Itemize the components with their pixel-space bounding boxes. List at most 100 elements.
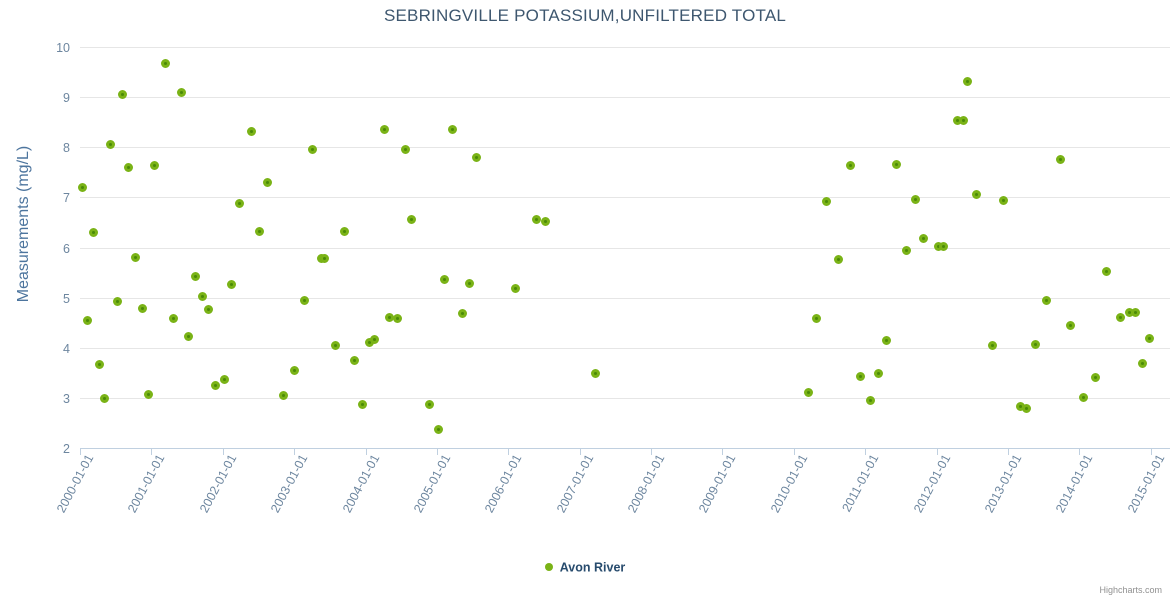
data-point[interactable]	[89, 228, 99, 238]
y-axis-tick-label: 2	[63, 442, 70, 456]
data-point[interactable]	[137, 303, 147, 313]
data-point[interactable]	[246, 126, 256, 136]
data-point[interactable]	[963, 77, 973, 87]
data-point[interactable]	[1090, 372, 1100, 382]
data-point[interactable]	[439, 275, 449, 285]
data-point[interactable]	[425, 399, 435, 409]
data-point[interactable]	[339, 227, 349, 237]
data-point[interactable]	[919, 233, 929, 243]
data-point[interactable]	[211, 381, 221, 391]
data-point[interactable]	[161, 59, 171, 69]
data-point[interactable]	[331, 341, 341, 351]
data-point[interactable]	[100, 394, 110, 404]
data-point[interactable]	[1079, 393, 1089, 403]
data-point[interactable]	[369, 335, 379, 345]
data-point[interactable]	[191, 272, 201, 282]
data-point[interactable]	[144, 390, 154, 400]
data-point[interactable]	[131, 253, 141, 263]
data-point[interactable]	[203, 304, 213, 314]
data-point[interactable]	[226, 279, 236, 289]
data-point[interactable]	[910, 195, 920, 205]
data-point[interactable]	[263, 177, 273, 187]
data-point[interactable]	[1042, 295, 1051, 305]
gridline	[80, 97, 1170, 99]
data-point[interactable]	[855, 372, 865, 382]
data-point[interactable]	[939, 241, 949, 251]
data-point[interactable]	[219, 374, 229, 384]
data-point[interactable]	[1022, 403, 1032, 413]
y-axis-tick: 10	[0, 39, 70, 57]
data-point[interactable]	[94, 360, 104, 370]
data-point[interactable]	[112, 297, 122, 307]
legend-marker-icon	[544, 562, 553, 571]
data-point[interactable]	[803, 387, 813, 397]
data-point[interactable]	[235, 199, 245, 209]
data-point[interactable]	[320, 254, 330, 264]
data-point[interactable]	[833, 254, 843, 264]
x-axis-tick-label: 2007-01-01	[553, 452, 597, 516]
data-point[interactable]	[882, 335, 892, 345]
data-point[interactable]	[349, 356, 359, 366]
data-point[interactable]	[118, 90, 128, 100]
data-point[interactable]	[176, 88, 186, 98]
data-point[interactable]	[308, 145, 318, 155]
data-point[interactable]	[465, 278, 475, 288]
data-point[interactable]	[169, 313, 178, 323]
data-point[interactable]	[959, 116, 969, 126]
legend-item-avon-river[interactable]: Avon River	[544, 560, 625, 575]
data-point[interactable]	[448, 125, 458, 135]
data-point[interactable]	[150, 160, 160, 170]
data-point[interactable]	[458, 308, 468, 318]
data-point[interactable]	[278, 391, 288, 401]
data-point[interactable]	[124, 162, 134, 172]
gridline	[80, 347, 1170, 349]
data-point[interactable]	[873, 369, 883, 379]
data-point[interactable]	[1116, 312, 1126, 322]
data-point[interactable]	[77, 183, 87, 193]
data-point[interactable]	[255, 226, 265, 236]
data-point[interactable]	[106, 139, 116, 149]
data-point[interactable]	[1066, 320, 1076, 330]
data-point[interactable]	[1137, 358, 1147, 368]
x-axis-tick	[793, 449, 795, 455]
data-point[interactable]	[822, 196, 832, 206]
data-point[interactable]	[358, 399, 368, 409]
data-point[interactable]	[406, 215, 416, 225]
data-point[interactable]	[1130, 307, 1140, 317]
x-axis-tick-label: 2010-01-01	[767, 452, 811, 516]
data-point[interactable]	[892, 160, 902, 170]
data-point[interactable]	[812, 313, 822, 323]
data-point[interactable]	[393, 313, 403, 323]
data-point[interactable]	[289, 366, 299, 376]
x-axis-tick	[865, 449, 867, 455]
data-point[interactable]	[1101, 267, 1111, 277]
data-point[interactable]	[184, 332, 193, 342]
data-point[interactable]	[1144, 334, 1154, 344]
y-axis-tick: 8	[0, 139, 70, 157]
data-point[interactable]	[866, 396, 876, 406]
data-point[interactable]	[82, 316, 92, 326]
data-point[interactable]	[999, 195, 1009, 205]
data-point[interactable]	[198, 292, 208, 302]
data-point[interactable]	[379, 124, 389, 134]
x-axis-tick-label: 2002-01-01	[196, 452, 240, 516]
data-point[interactable]	[846, 161, 856, 171]
data-point[interactable]	[590, 368, 600, 378]
data-point[interactable]	[902, 246, 912, 255]
data-point[interactable]	[433, 424, 443, 434]
x-axis-tick-label: 2008-01-01	[625, 452, 668, 516]
data-point[interactable]	[987, 341, 997, 351]
data-point[interactable]	[471, 152, 481, 162]
data-point[interactable]	[1030, 340, 1040, 350]
data-point[interactable]	[510, 283, 520, 293]
data-point[interactable]	[401, 144, 410, 154]
x-axis-tick	[722, 449, 724, 455]
y-axis-tick-label: 8	[63, 141, 70, 156]
x-axis-tick	[365, 449, 367, 455]
x-axis-tick	[579, 449, 581, 455]
data-point[interactable]	[532, 214, 542, 224]
data-point[interactable]	[972, 189, 982, 199]
data-point[interactable]	[299, 296, 309, 306]
data-point[interactable]	[540, 217, 550, 227]
data-point[interactable]	[1056, 155, 1066, 165]
